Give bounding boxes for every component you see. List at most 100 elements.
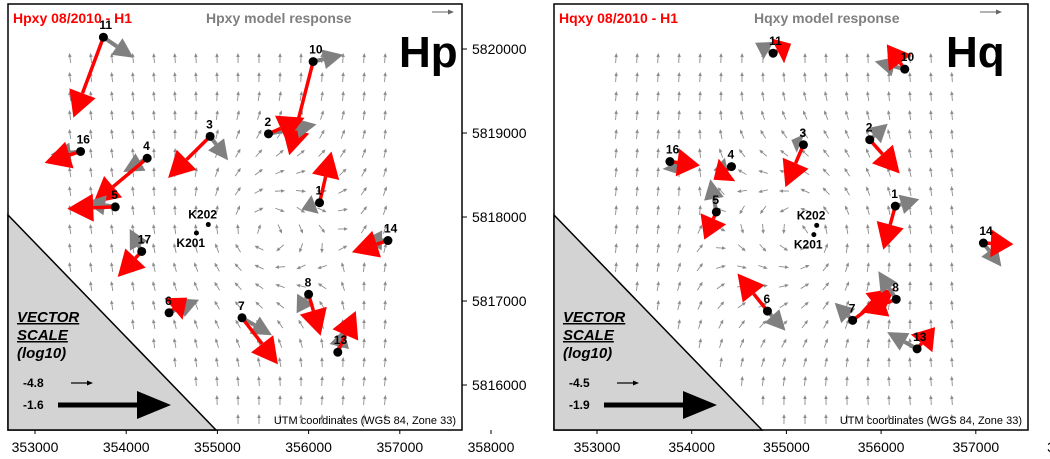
- field-arrow: [698, 72, 702, 83]
- field-arrow: [215, 53, 219, 64]
- field-arrow: [173, 338, 177, 348]
- station-marker: [164, 308, 174, 318]
- field-arrow: [800, 208, 810, 213]
- scale-title-vector: VECTOR: [17, 309, 79, 326]
- field-arrow: [360, 206, 368, 215]
- field-arrow: [929, 186, 933, 197]
- field-arrow: [929, 53, 933, 64]
- field-arrow: [887, 129, 891, 139]
- field-arrow: [677, 281, 681, 291]
- field-arrow: [823, 149, 830, 158]
- field-arrow: [929, 376, 933, 387]
- field-arrow: [823, 206, 830, 215]
- field-arrow: [299, 53, 303, 64]
- field-arrow: [887, 110, 891, 121]
- field-arrow: [341, 72, 345, 83]
- field-arrow: [677, 129, 681, 140]
- field-arrow: [698, 110, 702, 121]
- field-arrow: [866, 281, 870, 291]
- field-arrow: [173, 319, 177, 329]
- field-arrow: [152, 167, 156, 178]
- field-arrow: [737, 265, 747, 269]
- field-arrow: [110, 148, 114, 159]
- field-arrow: [739, 338, 744, 348]
- field-arrow: [740, 224, 744, 234]
- field-arrow: [717, 187, 725, 195]
- field-arrow: [317, 207, 327, 213]
- field-arrow: [803, 53, 807, 64]
- field-arrow: [236, 376, 240, 387]
- field-arrow: [236, 72, 240, 83]
- field-arrow: [278, 395, 282, 406]
- field-arrow: [677, 53, 681, 64]
- field-arrow: [257, 357, 261, 367]
- field-arrow: [173, 205, 177, 216]
- field-arrow: [737, 169, 747, 175]
- station-label: 6: [165, 294, 172, 308]
- field-arrow: [215, 205, 219, 216]
- field-arrow: [677, 205, 681, 216]
- measured-arrow-11: [69, 36, 106, 118]
- field-arrow: [194, 129, 198, 140]
- field-arrow: [362, 300, 366, 311]
- field-arrow: [299, 72, 303, 83]
- station-label: 6: [763, 292, 770, 306]
- stations: 11 10 16 4 3 2 1 5 17 14 6 7 8 13 K202 K201: [44, 18, 398, 365]
- station-label: 8: [892, 280, 899, 294]
- field-arrow: [277, 319, 284, 329]
- field-arrow: [341, 357, 345, 368]
- field-arrow: [235, 319, 241, 329]
- field-arrow: [824, 91, 828, 101]
- field-arrow: [698, 167, 702, 178]
- field-arrow: [194, 262, 199, 272]
- field-arrow: [950, 205, 954, 216]
- field-arrow: [131, 53, 135, 64]
- field-arrow: [800, 283, 810, 289]
- field-arrow: [908, 262, 912, 273]
- field-arrow: [635, 91, 639, 102]
- field-arrow: [194, 53, 198, 64]
- field-arrow: [635, 53, 639, 64]
- field-arrow: [383, 338, 387, 349]
- field-arrow: [739, 205, 745, 215]
- field-arrow: [152, 243, 156, 253]
- field-arrow: [887, 395, 891, 406]
- field-arrow: [950, 53, 954, 64]
- measured-arrow-10: [282, 61, 315, 156]
- scale-small-value: -4.5: [569, 376, 590, 390]
- field-arrow: [887, 414, 891, 425]
- field-arrow: [717, 301, 725, 310]
- field-arrow: [614, 91, 618, 102]
- field-arrow: [278, 72, 282, 83]
- station-marker: [811, 232, 817, 238]
- station-label: 2: [866, 121, 873, 135]
- scale-large-value: -1.9: [569, 398, 590, 412]
- field-arrow: [656, 186, 660, 197]
- field-arrow: [656, 91, 660, 102]
- field-arrow: [194, 186, 198, 197]
- field-arrow: [740, 129, 745, 139]
- field-arrow: [173, 224, 177, 235]
- field-arrow: [278, 414, 282, 425]
- field-arrow: [361, 148, 366, 158]
- field-arrow: [845, 357, 849, 368]
- field-arrow: [235, 148, 241, 158]
- vector-scale-panel: [553, 213, 764, 431]
- field-arrow: [929, 205, 933, 216]
- field-arrow: [278, 338, 283, 348]
- field-arrow: [716, 265, 726, 269]
- field-arrow: [698, 91, 702, 102]
- field-arrow: [361, 167, 367, 177]
- field-arrow: [215, 338, 219, 348]
- field-arrow: [362, 53, 366, 64]
- field-arrow: [362, 376, 366, 387]
- field-arrow: [760, 129, 767, 139]
- field-arrow: [719, 72, 723, 83]
- station-label: 4: [727, 148, 734, 162]
- station-marker: [333, 347, 343, 357]
- field-arrow: [257, 72, 261, 83]
- field-arrow: [760, 338, 766, 348]
- field-arrow: [929, 319, 933, 330]
- scale-title-vector: VECTOR: [563, 309, 625, 326]
- field-arrow: [823, 129, 829, 139]
